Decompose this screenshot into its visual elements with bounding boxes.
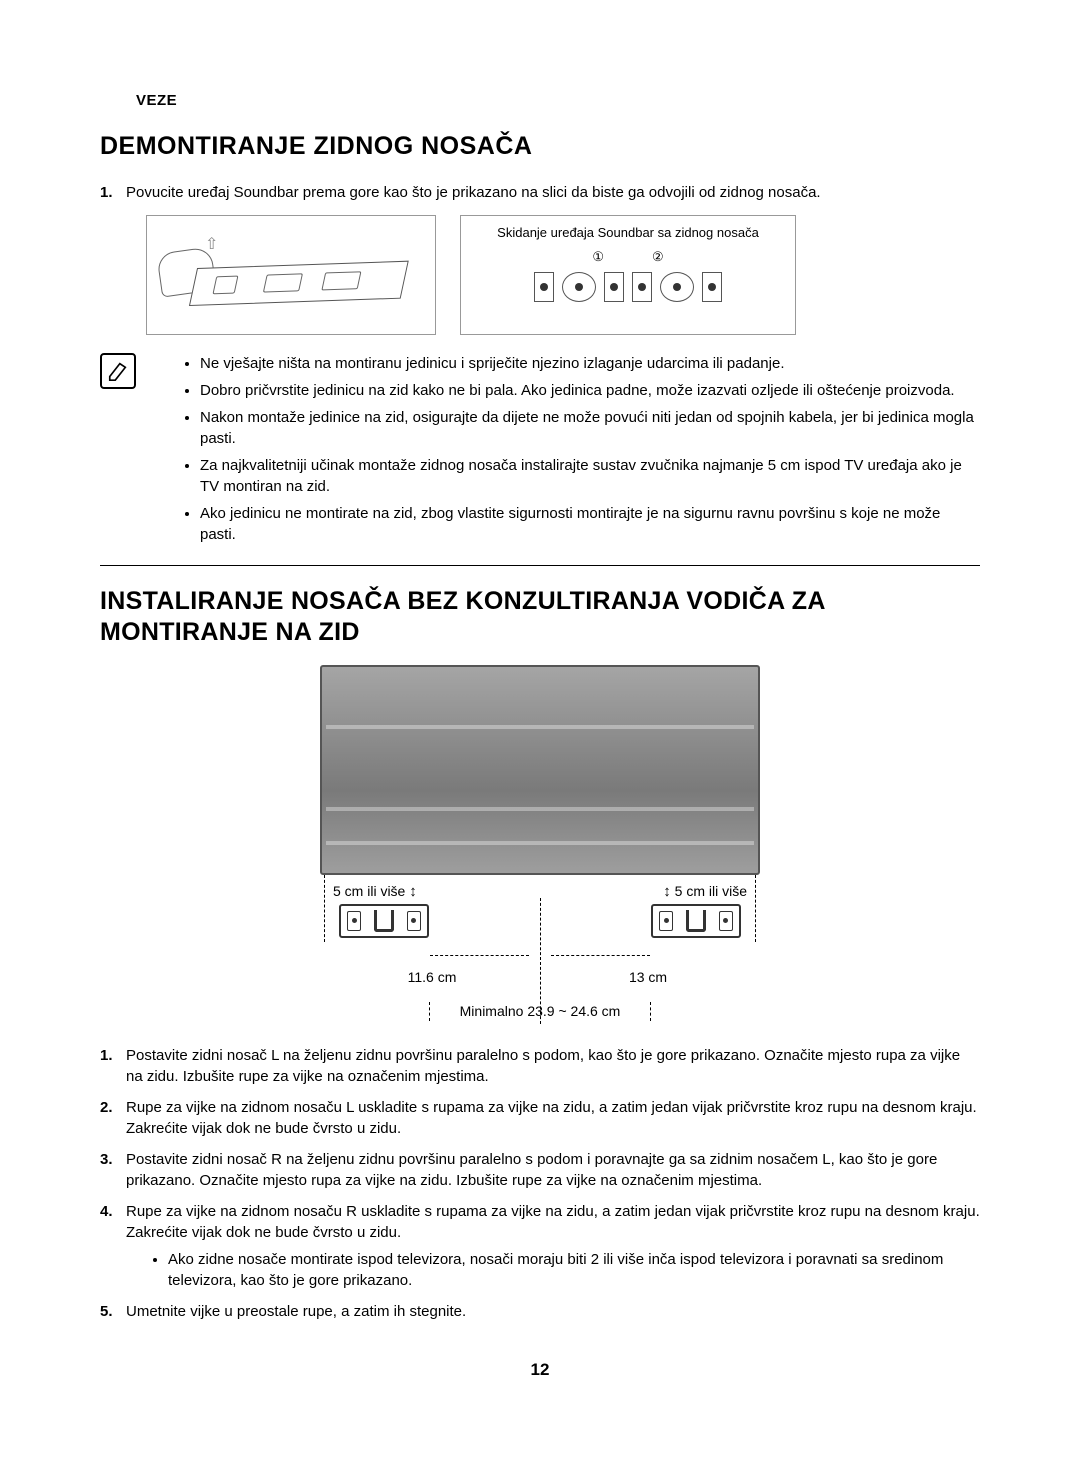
list-item: 1. Postavite zidni nosač L na željenu zi… bbox=[100, 1045, 980, 1087]
list-item: 2. Rupe za vijke na zidnom nosaču L uskl… bbox=[100, 1097, 980, 1139]
tv-figure: 5 cm ili više ↕ ↕ 5 cm ili više bbox=[320, 665, 760, 1022]
step-1: 1. Povucite uređaj Soundbar prema gore k… bbox=[100, 182, 980, 203]
note-item: Za najkvalitetniji učinak montaže zidnog… bbox=[200, 455, 980, 497]
step-text: Rupe za vijke na zidnom nosaču L uskladi… bbox=[126, 1097, 980, 1139]
section-divider bbox=[100, 565, 980, 566]
step-num: 4. bbox=[100, 1201, 126, 1291]
step-num: 1. bbox=[100, 1045, 126, 1087]
figure-remove-soundbar: ⇧ bbox=[146, 215, 436, 335]
figure-caption: Skidanje uređaja Soundbar sa zidnog nosa… bbox=[461, 224, 795, 242]
note-list: Ne vješajte ništa na montiranu jedinicu … bbox=[152, 353, 980, 551]
figure-bracket-detail: Skidanje uređaja Soundbar sa zidnog nosa… bbox=[460, 215, 796, 335]
min-dimension: Minimalno 23.9 ~ 24.6 cm bbox=[320, 1002, 760, 1022]
dimensions: 11.6 cm 13 cm bbox=[324, 942, 756, 998]
note-item: Dobro pričvrstite jedinicu na zid kako n… bbox=[200, 380, 980, 401]
bracket-strip bbox=[461, 272, 795, 302]
step-text: Postavite zidni nosač L na željenu zidnu… bbox=[126, 1045, 980, 1087]
step-num: 3. bbox=[100, 1149, 126, 1191]
step-list-2: 1. Postavite zidni nosač L na željenu zi… bbox=[100, 1045, 980, 1322]
step-list-1: 1. Povucite uređaj Soundbar prema gore k… bbox=[100, 182, 980, 203]
heading-install: INSTALIRANJE NOSAČA BEZ KONZULTIRANJA VO… bbox=[100, 586, 980, 649]
dimension-arrows bbox=[430, 946, 650, 964]
step-num: 5. bbox=[100, 1301, 126, 1322]
sub-item: Ako zidne nosače montirate ispod televiz… bbox=[168, 1249, 980, 1291]
step-1-num: 1. bbox=[100, 182, 126, 203]
dim-left: 11.6 cm bbox=[324, 968, 540, 988]
right-clearance: 5 cm ili više bbox=[675, 883, 747, 899]
note-icon bbox=[100, 353, 136, 389]
step-text: Umetnite vijke u preostale rupe, a zatim… bbox=[126, 1301, 980, 1322]
bracket-right bbox=[651, 904, 741, 938]
updown-arrow-icon: ↕ bbox=[409, 883, 417, 900]
page-number: 12 bbox=[100, 1358, 980, 1382]
step-text: Rupe za vijke na zidnom nosaču R uskladi… bbox=[126, 1201, 980, 1291]
note-item: Ne vješajte ništa na montiranu jedinicu … bbox=[200, 353, 980, 374]
figure-markers: ①② bbox=[461, 248, 795, 266]
figure-row: ⇧ Skidanje uređaja Soundbar sa zidnog no… bbox=[146, 215, 980, 335]
step-num: 2. bbox=[100, 1097, 126, 1139]
dim-right: 13 cm bbox=[540, 968, 756, 988]
tv-screen bbox=[320, 665, 760, 875]
list-item: 3. Postavite zidni nosač R na željenu zi… bbox=[100, 1149, 980, 1191]
step-text: Postavite zidni nosač R na željenu zidnu… bbox=[126, 1149, 980, 1191]
step-1-text: Povucite uređaj Soundbar prema gore kao … bbox=[126, 182, 980, 203]
soundbar-icon bbox=[189, 261, 409, 306]
list-item: 5. Umetnite vijke u preostale rupe, a za… bbox=[100, 1301, 980, 1322]
list-item: 4. Rupe za vijke na zidnom nosaču R uskl… bbox=[100, 1201, 980, 1291]
sub-list: Ako zidne nosače montirate ispod televiz… bbox=[126, 1249, 980, 1291]
updown-arrow-icon: ↕ bbox=[663, 883, 671, 900]
heading-detach: DEMONTIRANJE ZIDNOG NOSAČA bbox=[100, 129, 980, 164]
tv-figure-wrap: 5 cm ili više ↕ ↕ 5 cm ili više bbox=[100, 665, 980, 1022]
section-label: VEZE bbox=[136, 90, 980, 111]
left-clearance: 5 cm ili više bbox=[333, 883, 405, 899]
bracket-left bbox=[339, 904, 429, 938]
note-item: Ako jedinicu ne montirate na zid, zbog v… bbox=[200, 503, 980, 545]
note-item: Nakon montaže jedinice na zid, osigurajt… bbox=[200, 407, 980, 449]
note-block: Ne vješajte ništa na montiranu jedinicu … bbox=[100, 353, 980, 551]
